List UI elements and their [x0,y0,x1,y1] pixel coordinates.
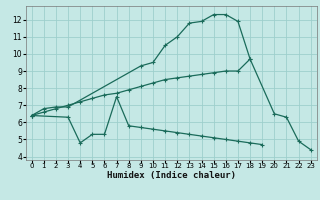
X-axis label: Humidex (Indice chaleur): Humidex (Indice chaleur) [107,171,236,180]
